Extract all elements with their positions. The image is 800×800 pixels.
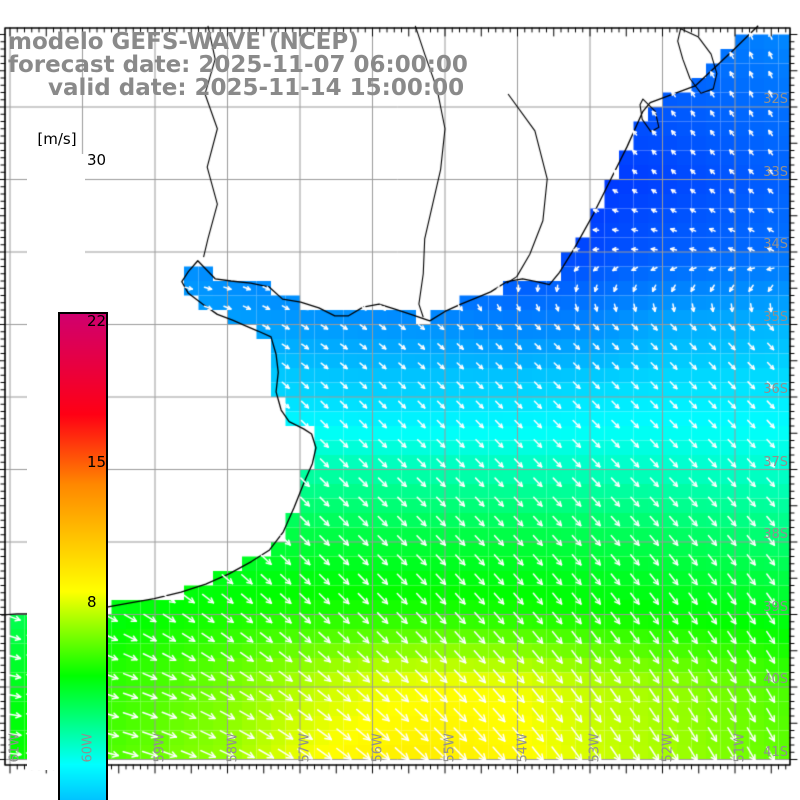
colorbar-tick-label: 8 bbox=[87, 593, 97, 612]
valid-date-line: valid date: 2025-11-14 15:00:00 bbox=[48, 75, 465, 101]
colorbar-background bbox=[27, 154, 108, 800]
lon-label: 55W bbox=[442, 733, 458, 763]
lat-label: 33S bbox=[763, 164, 788, 180]
lat-label: 32S bbox=[763, 92, 788, 107]
lon-label: 54W bbox=[515, 733, 530, 763]
lat-label: 34S bbox=[763, 237, 788, 252]
lat-label: 40S bbox=[763, 672, 788, 687]
lon-label: 57W bbox=[297, 733, 313, 763]
colorbar-unit-label: [m/s] bbox=[37, 130, 77, 148]
forecast-date-line: forecast date: 2025-11-07 06:00:00 bbox=[8, 52, 468, 78]
lon-label: 53W bbox=[587, 733, 603, 763]
lat-label: 41S bbox=[763, 744, 788, 760]
model-title: modelo GEFS-WAVE (NCEP) bbox=[8, 29, 359, 55]
lon-label: 52W bbox=[660, 733, 675, 763]
lon-label: 61W bbox=[7, 733, 23, 763]
lon-label: 60W bbox=[80, 733, 95, 763]
lat-label: 35S bbox=[763, 309, 788, 325]
lat-label: 36S bbox=[763, 382, 788, 397]
lon-label: 51W bbox=[732, 733, 748, 763]
colorbar-tick-label: 30 bbox=[87, 151, 107, 169]
lon-label: 58W bbox=[225, 733, 240, 763]
lon-label: 56W bbox=[370, 733, 385, 763]
lon-label: 59W bbox=[152, 733, 168, 763]
lat-label: 39S bbox=[763, 599, 788, 615]
colorbar-gradient bbox=[60, 314, 106, 800]
colorbar-tick-label: 15 bbox=[87, 452, 107, 471]
colorbar-frame bbox=[58, 312, 108, 800]
lat-label: 38S bbox=[763, 527, 788, 542]
colorbar-tick-label: 22 bbox=[87, 311, 107, 330]
lat-label: 37S bbox=[763, 454, 788, 470]
